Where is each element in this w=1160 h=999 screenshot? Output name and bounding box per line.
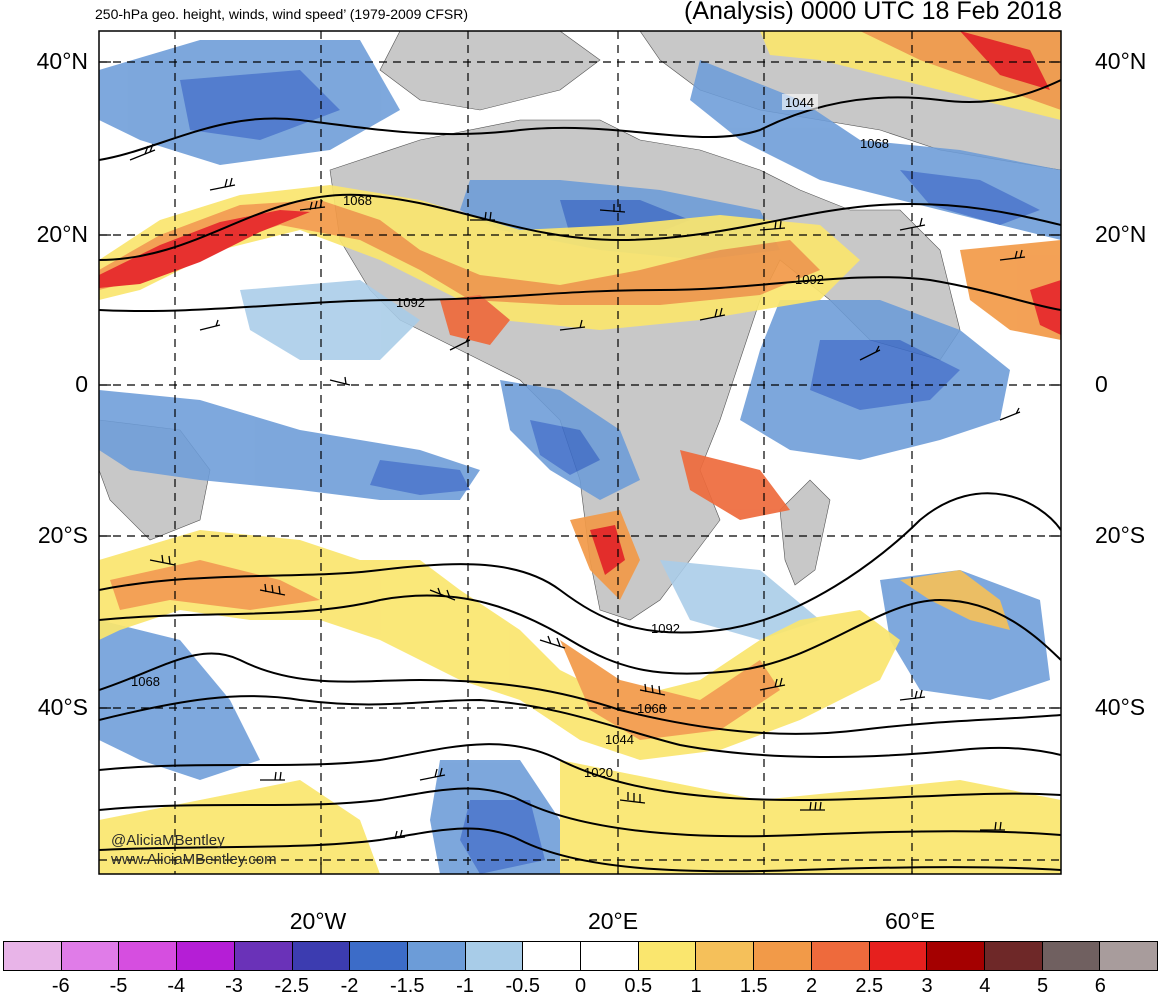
lon-label: 60°E [884, 908, 936, 934]
contour-label: 1068 [860, 136, 889, 151]
colorbar-label: -1 [456, 975, 474, 997]
colorbar-swatch [233, 941, 293, 971]
contour-label: 1068 [343, 193, 372, 208]
axis-ticks [99, 61, 1061, 874]
colorbar-swatch [406, 941, 466, 971]
colorbar-swatch [983, 941, 1043, 971]
lat-label-left: 0 [75, 371, 88, 397]
colorbar-swatch [3, 941, 62, 971]
colorbar-swatch [810, 941, 870, 971]
colorbar-label: -0.5 [505, 975, 540, 997]
contour-labels: 1044 1068 1068 1092 1092 1092 1068 1068 … [131, 94, 889, 780]
colorbar-swatch [926, 941, 985, 971]
colorbar-label: 0.5 [624, 975, 653, 997]
colorbar-swatch [118, 941, 178, 971]
colorbar-swatch [60, 941, 120, 971]
colorbar-swatch [868, 941, 928, 971]
lat-label-left: 40°S [37, 694, 88, 720]
contour-label: 1092 [396, 295, 425, 310]
colorbar-label: 4 [979, 975, 991, 997]
contour-label: 1044 [785, 95, 814, 110]
wind-barbs [129, 143, 1026, 841]
lat-label-left: 20°S [37, 522, 88, 548]
colorbar-swatch [176, 941, 235, 971]
lat-label-right: 20°S [1095, 522, 1146, 548]
contour-label: 1068 [637, 701, 666, 716]
height-contours [99, 79, 1061, 873]
lat-label-right: 40°N [1095, 48, 1147, 74]
lat-label-right: 0 [1095, 371, 1108, 397]
colorbar-label: 6 [1094, 975, 1106, 997]
lon-label: 20°E [587, 908, 639, 934]
plot-description: 250-hPa geo. height, winds, wind speed’ … [95, 6, 469, 22]
colorbar-label: -2.5 [274, 975, 309, 997]
colorbar-swatch [349, 941, 408, 971]
lat-label-right: 20°N [1095, 221, 1147, 247]
contour-label: 1092 [795, 272, 824, 287]
contour-label: 1068 [131, 674, 160, 689]
colorbar-swatch [1099, 941, 1159, 971]
credit-handle: @AliciaMBentley [111, 832, 225, 849]
colorbar-label: 0 [574, 975, 587, 997]
lat-lon-grid [99, 31, 1061, 874]
colorbar-swatch [695, 941, 755, 971]
colorbar-label: -1.5 [390, 975, 425, 997]
lat-label-left: 20°N [36, 221, 88, 247]
positive-anomaly-regions [99, 31, 1061, 874]
colorbar-label: -5 [109, 975, 128, 997]
colorbar-label: 2.5 [855, 975, 884, 997]
colorbar-label: 1 [690, 975, 702, 997]
colorbar-label: 2 [805, 975, 818, 997]
colorbar-label: -2 [340, 975, 359, 997]
plot-timestamp-title: (Analysis) 0000 UTC 18 Feb 2018 [684, 0, 1062, 25]
colorbar-swatch [522, 941, 582, 971]
colorbar-swatch [753, 941, 812, 971]
colorbar-label: -3 [225, 975, 243, 997]
colorbar-label: 1.5 [739, 975, 768, 997]
lon-label: 20°W [289, 908, 347, 934]
colorbar-label: 3 [921, 975, 933, 997]
colorbar-swatch [291, 941, 351, 971]
colorbar [3, 941, 1159, 971]
contour-label: 1092 [651, 621, 680, 636]
lat-label-right: 40°S [1095, 694, 1146, 720]
contour-label: 1044 [605, 732, 634, 747]
plot-frame [98, 30, 1062, 875]
lat-label-left: 40°N [36, 48, 88, 74]
colorbar-label: -6 [51, 975, 70, 997]
contour-label: 1020 [584, 765, 613, 780]
colorbar-swatch [464, 941, 524, 971]
credit-website: www.AliciaMBentley.com [111, 851, 277, 868]
colorbar-label: -4 [167, 975, 186, 997]
colorbar-label: 5 [1036, 975, 1049, 997]
colorbar-swatch [637, 941, 697, 971]
colorbar-swatch [1041, 941, 1101, 971]
colorbar-swatch [580, 941, 639, 971]
